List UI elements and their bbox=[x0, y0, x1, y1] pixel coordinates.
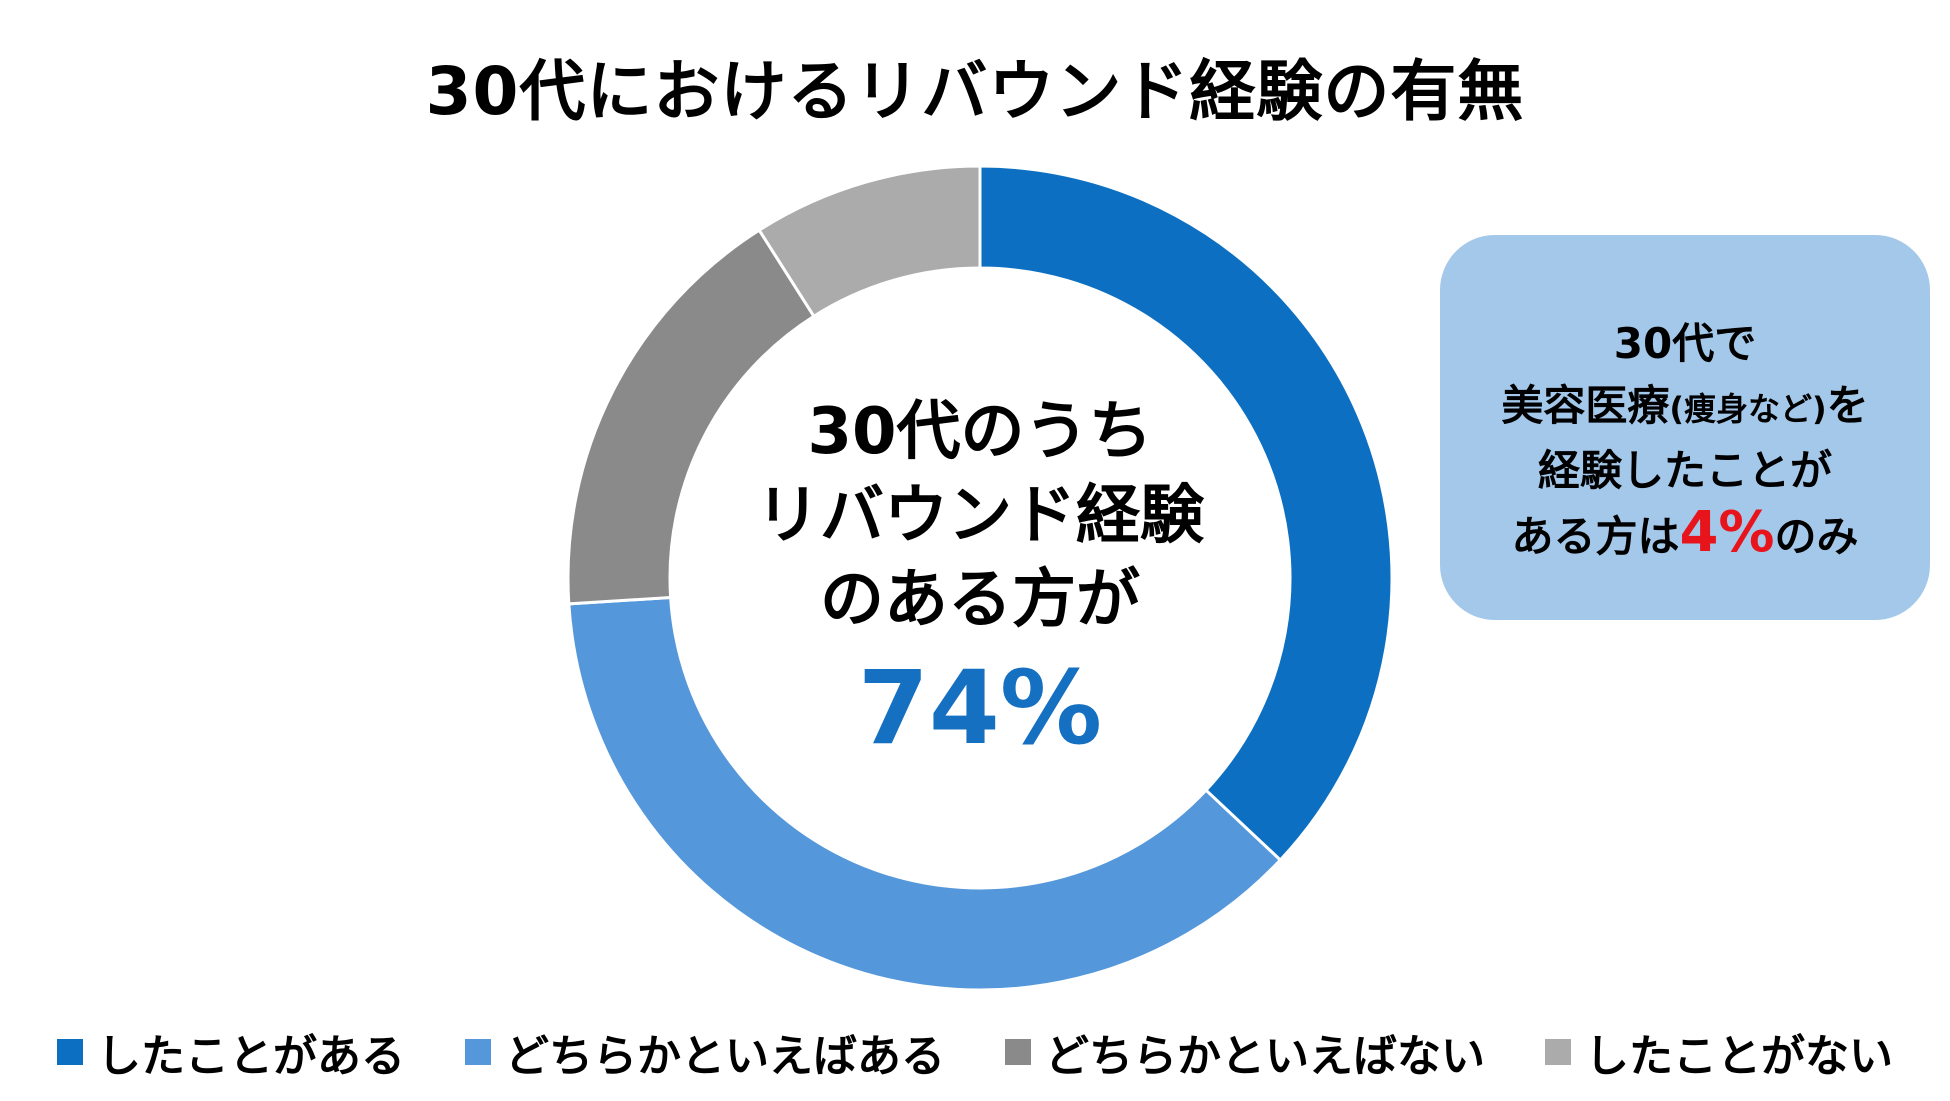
legend-swatch bbox=[1005, 1039, 1031, 1065]
callout-text-e: のみ bbox=[1774, 512, 1859, 561]
legend-swatch bbox=[465, 1039, 491, 1065]
legend: したことがある どちらかといえばある どちらかといえばない したことがない bbox=[0, 1020, 1950, 1084]
center-percentage: 74% bbox=[857, 649, 1103, 768]
donut-slice bbox=[567, 595, 1283, 992]
legend-label: したことがある bbox=[97, 1031, 405, 1082]
callout-line-2: 美容医療(痩身など)を bbox=[1440, 375, 1930, 440]
legend-swatch bbox=[57, 1039, 83, 1065]
callout-line-4: ある方は4%のみ bbox=[1440, 502, 1930, 568]
callout-text-b: (痩身など) bbox=[1669, 390, 1827, 428]
legend-label: どちらかといえばない bbox=[1045, 1031, 1485, 1082]
callout-text-a: 美容医療 bbox=[1501, 381, 1670, 430]
donut-slice bbox=[757, 164, 982, 319]
legend-item: したことがない bbox=[1545, 1020, 1893, 1084]
legend-item: どちらかといえばある bbox=[465, 1020, 945, 1084]
callout-highlight: 4% bbox=[1679, 500, 1775, 565]
center-line-2: リバウンド経験 bbox=[756, 479, 1204, 553]
center-line-1: 30代のうち bbox=[807, 395, 1153, 469]
legend-label: どちらかといえばある bbox=[505, 1031, 945, 1082]
callout-box: 30代で 美容医療(痩身など)を 経験したことが ある方は4%のみ bbox=[1440, 235, 1930, 620]
chart-title: 30代におけるリバウンド経験の有無 bbox=[425, 53, 1525, 130]
legend-item: どちらかといえばない bbox=[1005, 1020, 1485, 1084]
center-label: 30代のうち リバウンド経験 のある方が 74% bbox=[680, 390, 1280, 768]
center-line-3: のある方が bbox=[820, 563, 1140, 637]
callout-text-c: を bbox=[1826, 381, 1869, 430]
donut-slice bbox=[978, 164, 1394, 863]
legend-label: したことがない bbox=[1585, 1031, 1893, 1082]
callout-line-3: 経験したことが bbox=[1537, 446, 1832, 495]
legend-item: したことがある bbox=[57, 1020, 405, 1084]
legend-swatch bbox=[1545, 1039, 1571, 1065]
callout-line-1: 30代で bbox=[1613, 319, 1757, 368]
callout-text-d: ある方は bbox=[1511, 512, 1680, 561]
